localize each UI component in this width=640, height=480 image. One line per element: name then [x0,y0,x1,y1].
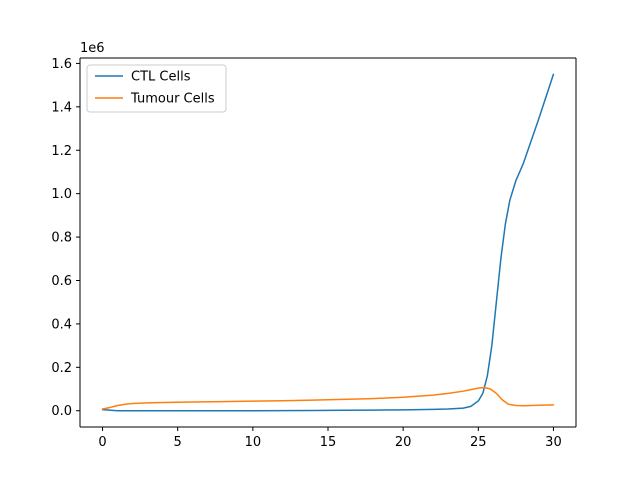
y-tick-label: 1.2 [51,144,72,159]
y-tick-label: 1.4 [51,100,72,115]
x-tick-label: 25 [470,435,487,450]
x-tick-label: 5 [174,435,182,450]
y-tick-label: 0.4 [51,317,72,332]
legend-label-1: CTL Cells [131,70,191,85]
legend-label-2: Tumour Cells [130,92,215,107]
series-layer [101,73,555,412]
y-tick-label: 0.8 [51,231,72,246]
series-line-1 [101,73,555,412]
legend: CTL Cells Tumour Cells [86,64,227,113]
series-line-2 [101,386,555,410]
y-offset-label: 1e6 [80,41,105,56]
y-axis: 0.0 0.2 0.4 0.6 0.8 1.0 1.2 1.4 1.6 [51,57,80,419]
y-tick-label: 1.6 [51,57,72,72]
x-tick-label: 15 [320,435,337,450]
plot-area [80,58,576,427]
x-tick-label: 10 [245,435,262,450]
y-tick-label: 0.0 [51,404,72,419]
y-tick-label: 0.2 [51,361,72,376]
x-tick-label: 30 [545,435,562,450]
y-tick-label: 0.6 [51,274,72,289]
x-tick-label: 0 [98,435,106,450]
x-tick-label: 20 [395,435,412,450]
x-axis: 0 5 10 15 20 25 30 [98,427,562,450]
y-tick-label: 1.0 [51,187,72,202]
